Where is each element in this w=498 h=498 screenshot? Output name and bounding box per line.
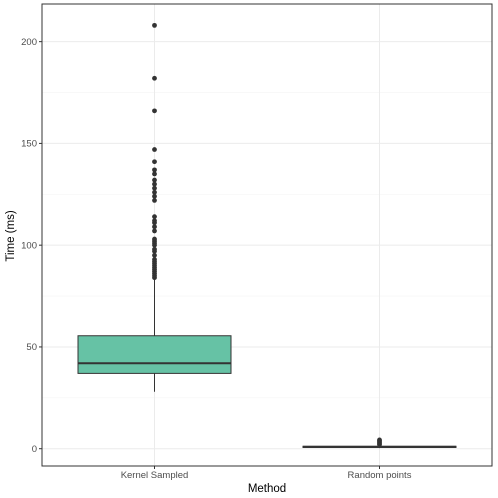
outlier-point	[152, 177, 157, 183]
panel-border	[41, 3, 493, 467]
outlier-point	[152, 108, 157, 114]
outlier-point	[152, 159, 157, 165]
outlier-point	[152, 171, 157, 177]
box-random-points	[302, 437, 457, 449]
y-tick-label: 50	[26, 342, 37, 353]
y-axis-title: Time (ms)	[5, 210, 17, 261]
outlier-point	[152, 193, 157, 199]
outlier-point	[152, 224, 157, 230]
y-tick-label: 0	[32, 444, 37, 455]
outlier-point	[152, 252, 157, 258]
x-tick-label: Kernel Sampled	[121, 470, 189, 481]
outlier-point	[152, 236, 157, 242]
outlier-point	[377, 437, 382, 443]
outlier-point	[152, 147, 157, 152]
outlier-point	[152, 185, 157, 191]
box-kernel-sampled	[77, 22, 232, 392]
outlier-point	[152, 246, 157, 252]
box-series	[77, 22, 457, 449]
outlier-point	[152, 257, 157, 262]
outlier-point	[152, 189, 157, 195]
outlier-point	[152, 167, 157, 173]
y-tick-label: 150	[21, 139, 37, 150]
outlier-point	[152, 181, 157, 187]
x-axis-title: Method	[248, 483, 286, 495]
x-tick-label: Random points	[348, 470, 412, 481]
outlier-point	[152, 22, 157, 28]
outlier-point	[152, 198, 157, 203]
y-tick-label: 200	[21, 37, 37, 48]
box-iqr	[77, 335, 232, 374]
outlier-point	[152, 228, 157, 234]
y-tick-label: 100	[21, 240, 37, 251]
outlier-point	[152, 218, 157, 224]
outlier-point	[152, 75, 157, 81]
outlier-point	[152, 214, 157, 220]
